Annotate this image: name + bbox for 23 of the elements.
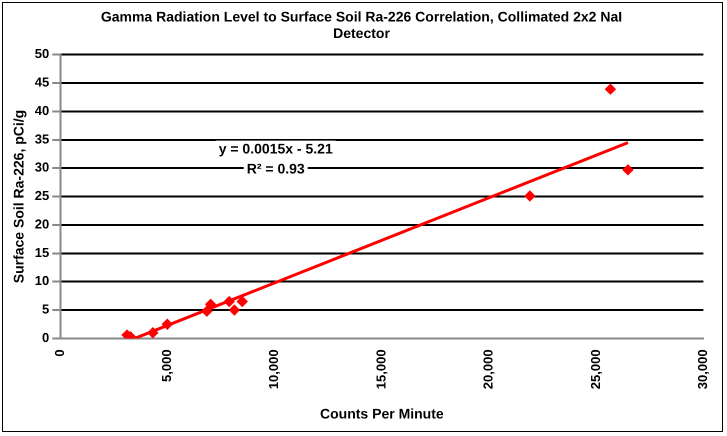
y-tick-label: 30 xyxy=(34,160,50,175)
x-axis-title: Counts Per Minute xyxy=(320,405,444,422)
y-tick-label: 25 xyxy=(34,188,50,204)
y-tick-label: 50 xyxy=(34,46,50,62)
y-tick-label: 40 xyxy=(34,102,50,118)
x-tick-label: 10,000 xyxy=(266,349,282,390)
x-tick-label: 0 xyxy=(52,349,67,357)
y-tick-label: 20 xyxy=(34,216,50,232)
y-tick-label: 0 xyxy=(42,330,50,346)
annotation: y = 0.0015x - 5.21 xyxy=(218,140,333,157)
annotation: R² = 0.93 xyxy=(246,160,305,177)
x-tick-label: 25,000 xyxy=(588,349,603,390)
y-tick-label: 35 xyxy=(34,131,50,146)
y-tick-label: 15 xyxy=(34,244,50,260)
x-tick-label: 5,000 xyxy=(159,349,174,382)
x-tick-label: 20,000 xyxy=(480,349,496,390)
y-tick-label: 5 xyxy=(42,302,50,317)
y-tick-label: 10 xyxy=(34,273,50,288)
y-tick-label: 45 xyxy=(34,74,50,90)
y-axis-title: Surface Soil Ra-226, pCi/g xyxy=(10,110,26,284)
x-tick-label: 30,000 xyxy=(694,349,710,390)
chart-title: Gamma Radiation Level to Surface Soil Ra-226 Correlation, Collimated 2x2 NaI Detector xyxy=(100,8,622,42)
x-tick-label: 15,000 xyxy=(373,349,388,390)
